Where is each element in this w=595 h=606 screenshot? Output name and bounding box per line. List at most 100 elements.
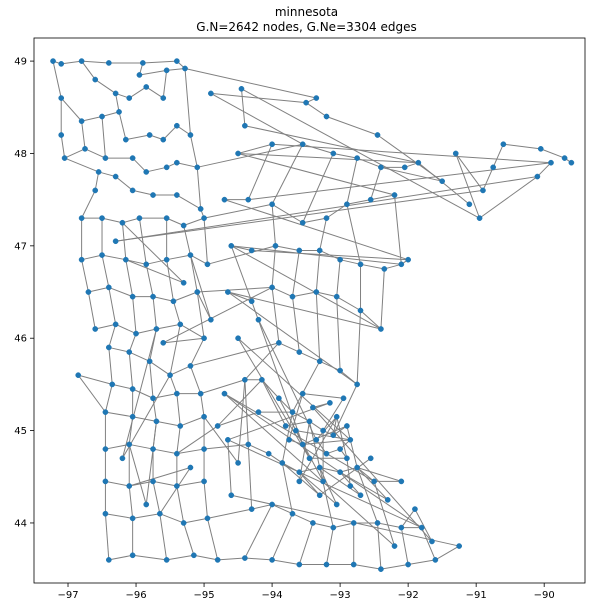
graph-node bbox=[415, 159, 422, 166]
graph-edge bbox=[356, 310, 362, 385]
graph-edge bbox=[302, 217, 327, 224]
x-tick-label: −91 bbox=[466, 590, 487, 601]
graph-edge bbox=[122, 217, 140, 224]
graph-node bbox=[323, 561, 330, 568]
graph-node bbox=[143, 261, 150, 268]
graph-node bbox=[340, 395, 347, 402]
graph-edge bbox=[435, 545, 460, 561]
graph-node bbox=[354, 155, 360, 161]
graph-edge bbox=[129, 443, 154, 450]
graph-edge bbox=[400, 527, 409, 565]
graph-edge bbox=[105, 480, 130, 487]
graph-edge bbox=[152, 448, 177, 455]
graph-edge bbox=[125, 259, 134, 297]
graph-node bbox=[201, 478, 207, 485]
graph-edge bbox=[166, 67, 186, 71]
graph-edge bbox=[189, 254, 198, 293]
graph-edge bbox=[315, 416, 338, 441]
graph-edge bbox=[333, 522, 354, 529]
graph-node bbox=[269, 141, 275, 148]
graph-edge bbox=[132, 388, 154, 399]
graph-node bbox=[242, 555, 248, 561]
graph-node bbox=[194, 164, 201, 171]
y-tick-label: 44 bbox=[14, 518, 27, 529]
graph-node bbox=[153, 326, 160, 332]
graph-edge bbox=[207, 508, 252, 519]
graph-node bbox=[129, 413, 136, 420]
graph-edge bbox=[135, 328, 157, 335]
graph-node bbox=[374, 132, 381, 138]
graph-node bbox=[235, 150, 241, 157]
graph-node bbox=[289, 293, 296, 300]
graph-edge bbox=[152, 296, 157, 330]
graph-edge bbox=[251, 249, 409, 261]
graph-edge bbox=[172, 301, 181, 325]
graph-node bbox=[432, 557, 439, 563]
graph-edge bbox=[146, 166, 167, 173]
graph-node bbox=[333, 501, 340, 508]
graph-edge bbox=[332, 384, 358, 436]
graph-node bbox=[330, 150, 337, 157]
graph-edge bbox=[108, 554, 133, 561]
graph-edge bbox=[346, 157, 358, 205]
graph-edge bbox=[414, 508, 433, 542]
graph-node bbox=[391, 192, 398, 198]
graph-edge bbox=[346, 425, 358, 468]
graph-edge bbox=[299, 351, 320, 362]
y-tick-label: 48 bbox=[14, 149, 27, 160]
graph-edge bbox=[166, 554, 194, 561]
graph-edge bbox=[94, 171, 100, 191]
graph-node bbox=[177, 321, 184, 328]
graph-edge bbox=[251, 301, 304, 445]
graph-edge bbox=[132, 157, 147, 173]
graph-edge bbox=[139, 69, 167, 76]
graph-edge bbox=[87, 291, 96, 330]
graph-edge bbox=[312, 407, 433, 542]
graph-edge bbox=[104, 384, 113, 413]
graph-node bbox=[163, 164, 170, 171]
graph-node bbox=[381, 266, 388, 272]
graph-node bbox=[327, 400, 333, 406]
graph-node bbox=[429, 538, 435, 545]
graph-node bbox=[303, 99, 309, 106]
graph-node bbox=[238, 85, 245, 92]
graph-node bbox=[354, 381, 360, 388]
graph-edge bbox=[115, 176, 133, 191]
graph-edge bbox=[115, 189, 484, 242]
graph-edge bbox=[189, 134, 198, 168]
graph-edge bbox=[128, 333, 137, 353]
graph-node bbox=[150, 478, 156, 485]
graph-edge bbox=[315, 250, 321, 293]
graph-edge bbox=[271, 286, 293, 298]
graph-node bbox=[330, 524, 337, 531]
graph-edge bbox=[101, 111, 120, 117]
graph-node bbox=[102, 409, 109, 415]
graph-node bbox=[225, 289, 231, 295]
graph-edge bbox=[237, 379, 246, 463]
x-tick-label: −93 bbox=[330, 590, 351, 601]
graph-node bbox=[289, 510, 296, 517]
graph-node bbox=[92, 326, 99, 332]
graph-edge bbox=[132, 189, 154, 196]
graph-node bbox=[276, 339, 282, 346]
graph-node bbox=[187, 363, 194, 369]
graph-node bbox=[255, 316, 262, 323]
graph-node bbox=[187, 252, 194, 258]
graph-node bbox=[136, 72, 143, 78]
graph-edge bbox=[81, 259, 89, 293]
x-tick-label: −97 bbox=[57, 590, 78, 601]
graph-edge bbox=[121, 222, 127, 260]
graph-node bbox=[150, 446, 156, 452]
graph-edge bbox=[492, 144, 504, 168]
graph-edge bbox=[184, 68, 191, 136]
graph-edge bbox=[108, 324, 117, 348]
graph-edge bbox=[455, 153, 481, 219]
graph-edge bbox=[377, 522, 382, 570]
graph-node bbox=[143, 84, 150, 90]
graph-node bbox=[333, 293, 340, 300]
graph-edge bbox=[339, 471, 388, 501]
graph-node bbox=[126, 483, 133, 489]
graph-node bbox=[245, 196, 252, 203]
graph-node bbox=[122, 136, 129, 143]
